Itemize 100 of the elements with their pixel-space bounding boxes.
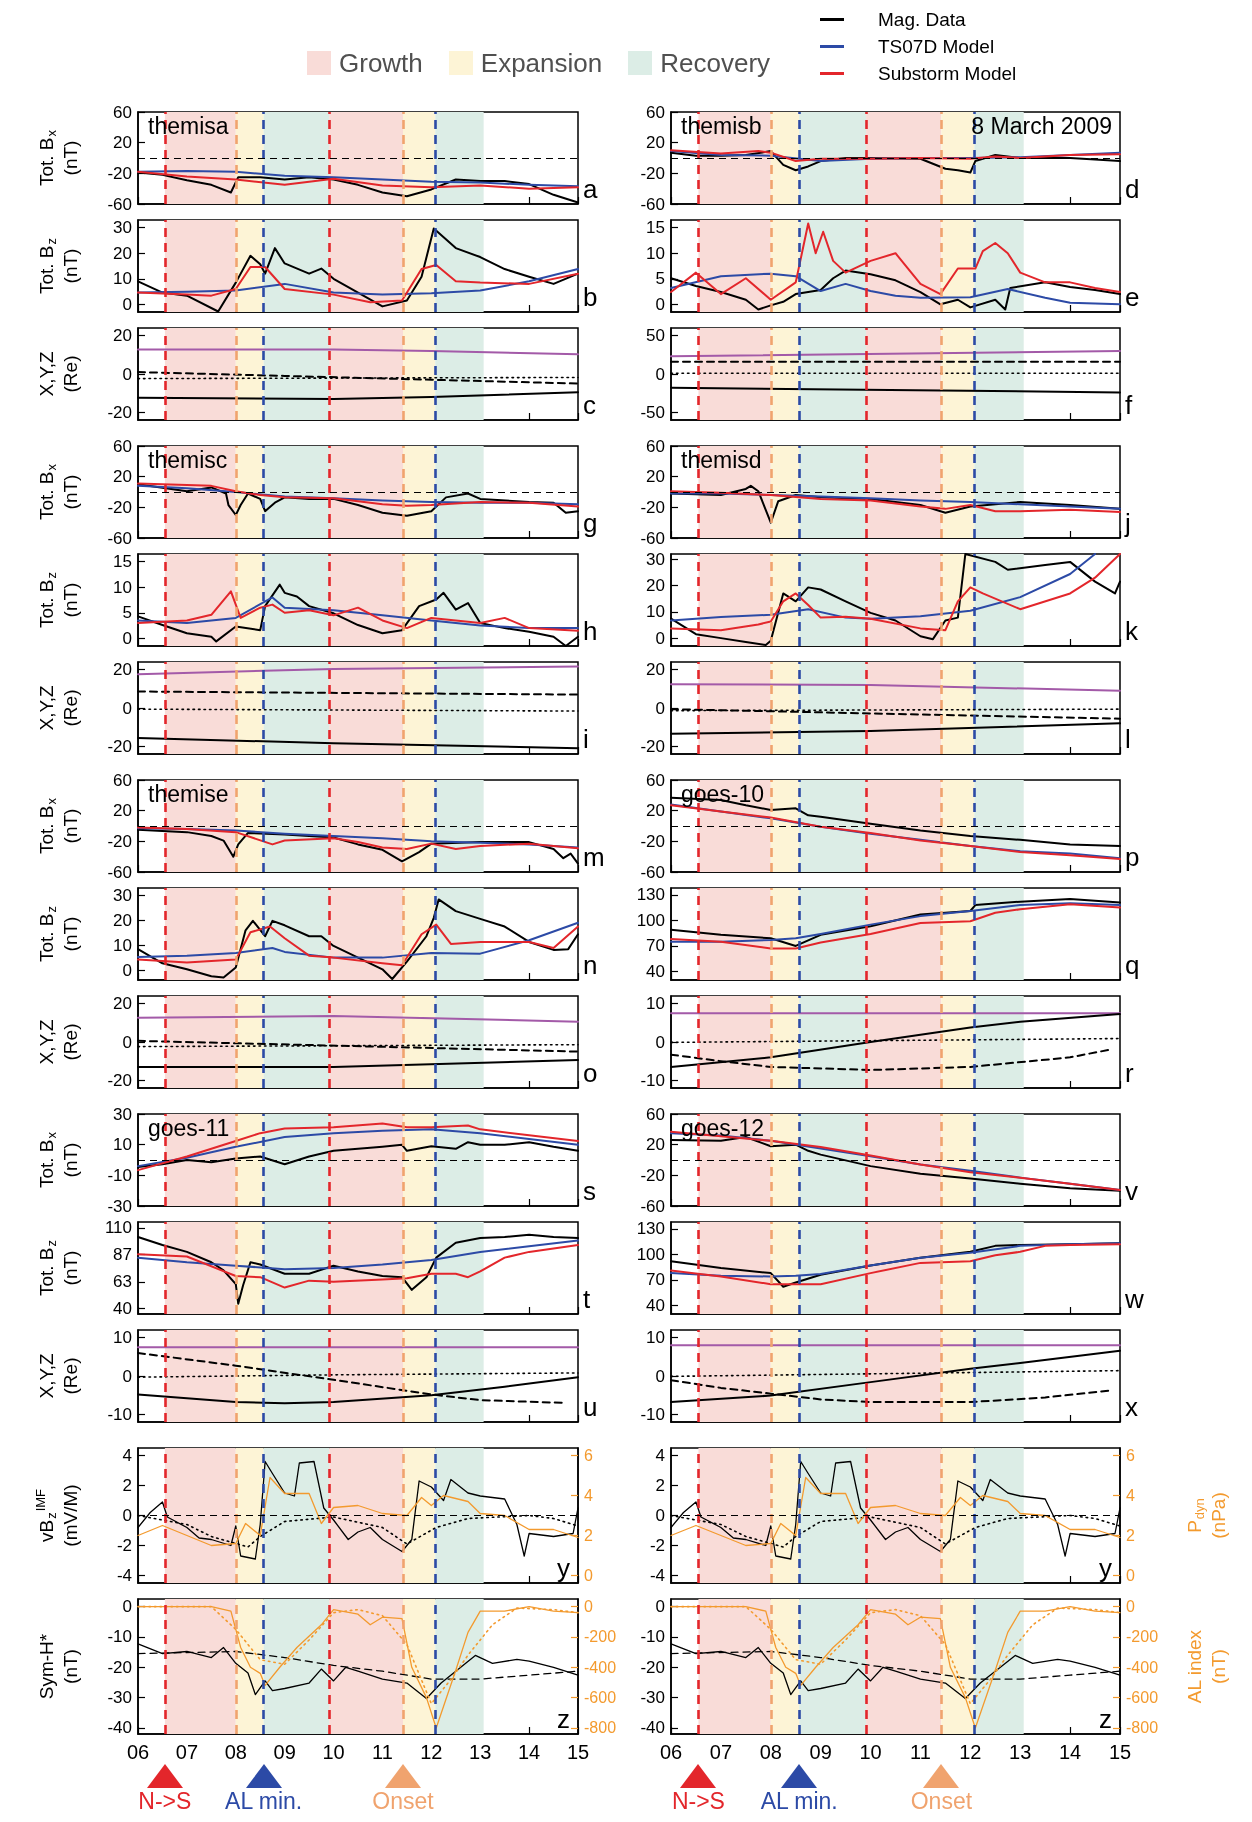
y-tick-label: 70: [646, 1270, 665, 1290]
y-tick-label: -20: [107, 1070, 132, 1090]
y-tick-label: -10: [640, 1070, 665, 1090]
annotation: y: [1098, 1553, 1112, 1583]
y-axis-title: X,Y,Z (Re): [35, 1019, 81, 1065]
y-tick-label: -30: [107, 1688, 132, 1708]
y2-tick-label: -600: [584, 1689, 617, 1707]
ref-line-label: AL min.: [225, 1788, 303, 1814]
y-tick-label: 20: [646, 660, 665, 680]
x-tick-label: 11: [910, 1741, 931, 1763]
y-tick-label: 0: [122, 1032, 132, 1052]
y2-tick-label: -200: [584, 1628, 617, 1646]
y-axis-title: Sym-H* (nT): [35, 1633, 81, 1700]
y-tick-label: -60: [640, 528, 665, 548]
y-tick-label: 20: [646, 801, 665, 821]
y-tick-label: 10: [113, 935, 132, 955]
x-tick-label: 10: [859, 1741, 882, 1763]
text: k: [1125, 616, 1138, 646]
x-tick-label: 12: [420, 1741, 443, 1763]
text: a: [583, 174, 598, 204]
y-tick-label: -60: [107, 528, 132, 548]
y-tick-label: 60: [646, 770, 665, 790]
y-tick-label: 110: [104, 1218, 132, 1238]
y-tick-label: 20: [113, 660, 132, 680]
y-tick-label: 30: [646, 549, 665, 569]
y-tick-label: 0: [655, 364, 665, 384]
y-tick-label: 20: [113, 994, 132, 1014]
y-tick-label: 20: [113, 910, 132, 930]
y-tick-label: 0: [655, 1597, 665, 1617]
text: o: [583, 1058, 598, 1088]
y-tick-label: -30: [640, 1688, 665, 1708]
y-tick-label: 10: [113, 577, 132, 597]
y-tick-label: -20: [640, 1165, 665, 1185]
y-tick-label: 70: [646, 936, 665, 956]
y-tick-label: -2: [116, 1536, 132, 1555]
y-tick-label: -20: [107, 497, 132, 517]
y-tick-label: 60: [113, 102, 132, 122]
y-tick-label: -20: [640, 736, 665, 756]
x-tick-label: 06: [659, 1741, 683, 1763]
x-tick-label: 15: [1108, 1741, 1132, 1763]
y2-tick-label: -200: [1126, 1628, 1159, 1646]
y-tick-label: 100: [636, 1244, 665, 1264]
y-tick-label: 100: [636, 910, 665, 930]
y2-tick-label: 0: [584, 1567, 593, 1584]
y-tick-label: 60: [113, 436, 132, 456]
y-tick-label: -20: [107, 831, 132, 851]
y-tick-label: 20: [646, 467, 665, 487]
y-axis-title: Tot. Bz (nT): [35, 237, 81, 295]
y-tick-label: 10: [113, 1135, 132, 1155]
annotation: goes-11: [148, 1115, 230, 1141]
x-tick-label: 13: [469, 1741, 492, 1763]
y2-tick-label: 2: [584, 1527, 593, 1544]
y2-tick-label: 4: [1126, 1487, 1135, 1504]
y-tick-label: -10: [107, 1627, 132, 1647]
y-tick-label: -20: [640, 497, 665, 517]
y-tick-label: 60: [646, 102, 665, 122]
y-tick-label: 0: [122, 960, 132, 980]
y-tick-label: 0: [122, 628, 132, 648]
y-tick-label: 60: [113, 770, 132, 790]
y2-tick-label: 0: [584, 1598, 593, 1616]
text: u: [583, 1392, 598, 1422]
y2-tick-label: 6: [584, 1447, 593, 1464]
y2-tick-label: -400: [1126, 1658, 1159, 1676]
y-axis-title: Tot. Bx (nT): [35, 129, 81, 187]
y-tick-label: 2: [655, 1476, 665, 1495]
y-tick-label: 4: [122, 1446, 132, 1465]
y-tick-label: -20: [107, 1657, 132, 1677]
y-tick-label: -20: [640, 831, 665, 851]
ref-line-label: Onset: [909, 1788, 974, 1814]
text: j: [1125, 508, 1131, 538]
y-tick-label: 0: [655, 294, 665, 314]
y2-tick-label: 2: [1126, 1527, 1135, 1544]
x-tick-label: 14: [517, 1741, 541, 1763]
y2-axis-title: AL index (nT): [1183, 1629, 1229, 1704]
y2-tick-label: -600: [1126, 1689, 1159, 1707]
y-tick-label: 5: [655, 269, 665, 289]
annotation: z: [556, 1704, 570, 1734]
y2-tick-label: -800: [584, 1719, 617, 1737]
y-axis-title: X,Y,Z (Re): [35, 351, 81, 397]
y2-tick-label: 6: [1126, 1447, 1135, 1464]
x-tick-label: 14: [1058, 1741, 1082, 1763]
text: h: [583, 616, 598, 646]
legend-label: Mag. Data: [878, 8, 966, 31]
annotation: themise: [148, 781, 229, 807]
text: x: [1125, 1392, 1138, 1422]
y-axis-title: Tot. Bx (nT): [35, 1131, 81, 1189]
y-tick-label: 130: [636, 885, 665, 905]
x-tick-label: 11: [372, 1741, 393, 1763]
y-tick-label: -20: [107, 163, 132, 183]
y-tick-label: 10: [646, 602, 665, 622]
y-tick-label: 0: [655, 698, 665, 718]
text: t: [583, 1284, 591, 1314]
y-tick-label: -2: [649, 1536, 665, 1555]
y-tick-label: 10: [646, 994, 665, 1014]
text: e: [1125, 282, 1140, 312]
x-tick-label: 09: [809, 1741, 832, 1763]
ref-line-label: N->S: [671, 1788, 725, 1814]
y-tick-label: 0: [122, 1366, 132, 1386]
ref-line-label: AL min.: [760, 1788, 838, 1814]
y-tick-label: 20: [113, 243, 132, 263]
